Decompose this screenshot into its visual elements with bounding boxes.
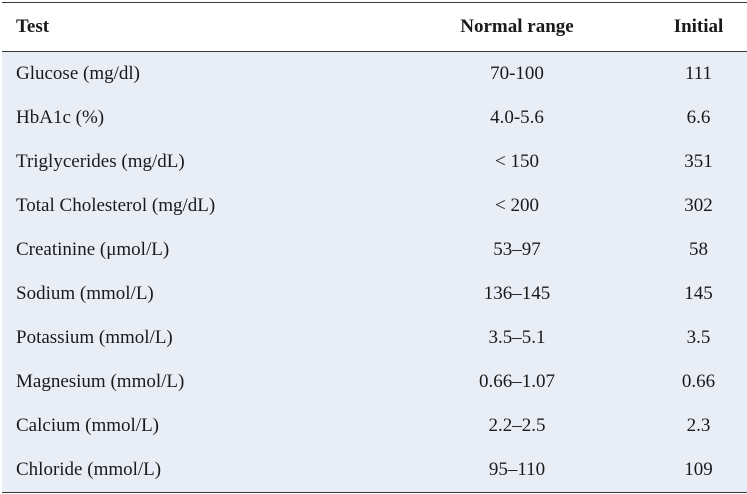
- table-body: Glucose (mg/dl) 70-100 111 HbA1c (%) 4.0…: [2, 52, 747, 493]
- cell-test: Triglycerides (mg/dL): [16, 151, 185, 172]
- cell-test: Potassium (mmol/L): [16, 327, 173, 348]
- cell-normal-range: 2.2–2.5: [488, 415, 546, 436]
- cell-initial: 6.6: [686, 107, 711, 128]
- cell-normal-range: 70-100: [490, 63, 544, 84]
- header-row: Test Normal range Initial: [2, 2, 747, 52]
- table-row: Sodium (mmol/L) 136–145 145: [2, 272, 747, 316]
- table-row: Calcium (mmol/L) 2.2–2.5 2.3: [2, 404, 747, 448]
- table-row: Magnesium (mmol/L) 0.66–1.07 0.66: [2, 360, 747, 404]
- cell-normal-range: 3.5–5.1: [488, 327, 546, 348]
- cell-initial: 351: [684, 151, 713, 172]
- cell-normal-range: 136–145: [483, 283, 551, 304]
- cell-initial: 58: [689, 239, 708, 260]
- table-row: Total Cholesterol (mg/dL) < 200 302: [2, 184, 747, 228]
- cell-test: Chloride (mmol/L): [16, 459, 162, 480]
- cell-initial: 109: [684, 459, 713, 480]
- cell-initial: 302: [684, 195, 713, 216]
- cell-initial: 0.66: [681, 371, 716, 392]
- cell-normal-range: < 200: [495, 195, 539, 216]
- table-row: Triglycerides (mg/dL) < 150 351: [2, 140, 747, 184]
- table-row: HbA1c (%) 4.0-5.6 6.6: [2, 96, 747, 140]
- cell-normal-range: < 150: [495, 151, 539, 172]
- cell-normal-range: 0.66–1.07: [479, 371, 555, 392]
- cell-test: Glucose (mg/dl): [16, 63, 141, 84]
- cell-test: Total Cholesterol (mg/dL): [16, 195, 216, 216]
- cell-initial: 111: [684, 63, 713, 84]
- cell-initial: 145: [684, 283, 713, 304]
- cell-test: Sodium (mmol/L): [16, 283, 154, 304]
- cell-initial: 2.3: [686, 415, 711, 436]
- cell-test: HbA1c (%): [16, 107, 105, 128]
- header-test: Test: [2, 2, 396, 52]
- cell-normal-range: 95–110: [488, 459, 546, 480]
- cell-normal-range: 4.0-5.6: [490, 107, 544, 128]
- header-initial: Initial: [638, 2, 747, 52]
- table-row: Glucose (mg/dl) 70-100 111: [2, 52, 747, 97]
- cell-initial: 3.5: [686, 327, 711, 348]
- cell-test: Magnesium (mmol/L): [16, 371, 185, 392]
- table-header: Test Normal range Initial: [2, 2, 747, 52]
- table-row: Chloride (mmol/L) 95–110 109: [2, 448, 747, 493]
- table-row: Creatinine (μmol/L) 53–97 58: [2, 228, 747, 272]
- cell-test: Creatinine (μmol/L): [16, 239, 170, 260]
- header-normal-range: Normal range: [396, 2, 638, 52]
- table-row: Potassium (mmol/L) 3.5–5.1 3.5: [2, 316, 747, 360]
- cell-normal-range: 53–97: [493, 239, 541, 260]
- cell-test: Calcium (mmol/L): [16, 415, 160, 436]
